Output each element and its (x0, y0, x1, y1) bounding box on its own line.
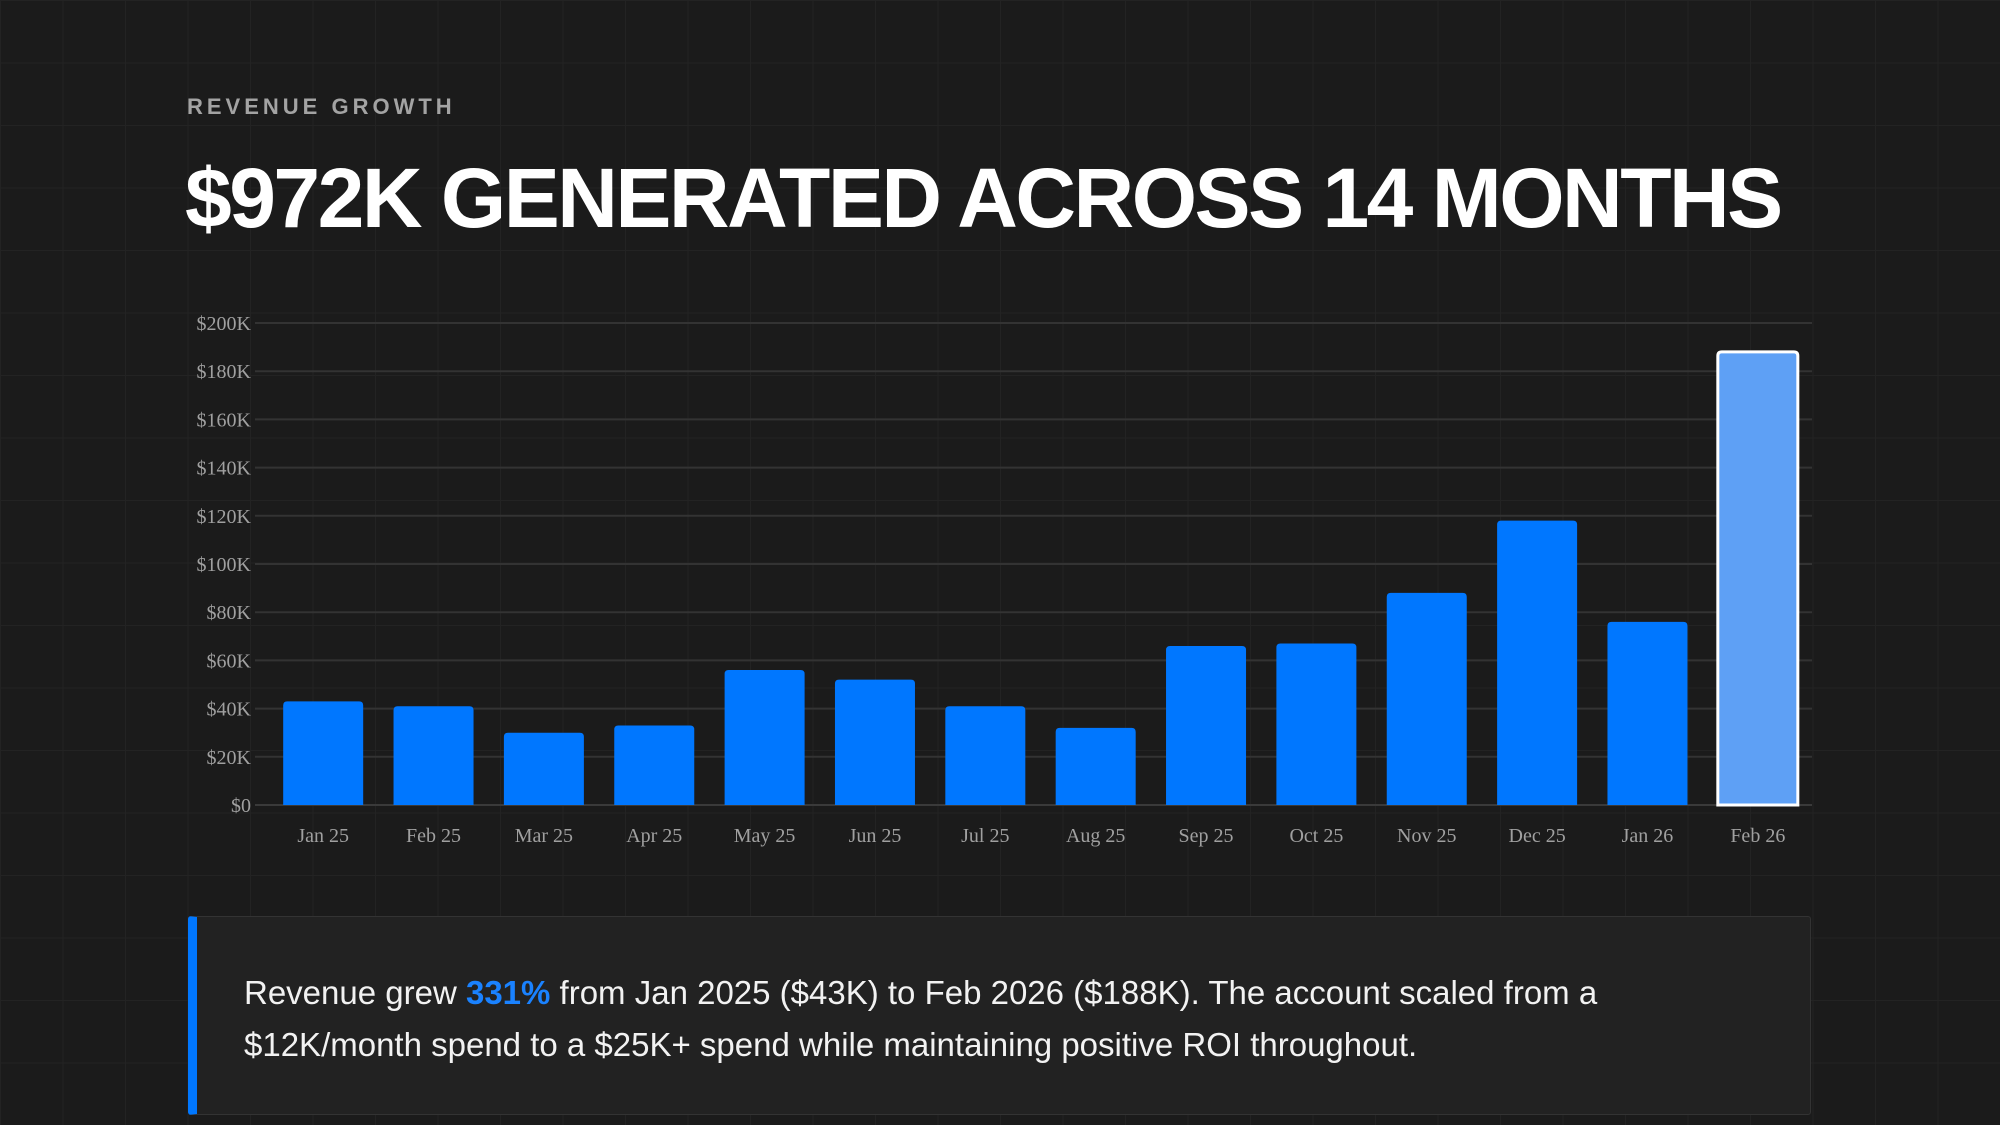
x-tick-label: Oct 25 (1289, 825, 1343, 847)
revenue-bar-chart: $0 $20K $40K $60K $80K $100K $120K $140K $160K $1… (197, 313, 1812, 847)
page-title: $972K GENERATED ACROSS 14 MONTHS (185, 151, 1783, 245)
bar-aug-25 (1055, 727, 1136, 805)
x-tick-label: Jan 26 (1622, 825, 1674, 847)
bar-mar-25 (503, 732, 584, 805)
y-tick-label: $60K (207, 650, 252, 672)
bar-feb-26 (1716, 350, 1800, 807)
bar-sep-25 (1166, 645, 1247, 805)
callout-text-before: Revenue grew (244, 974, 466, 1011)
summary-callout: Revenue grew 331% from Jan 2025 ($43K) t… (188, 916, 1811, 1115)
x-tick-label: May 25 (734, 825, 796, 847)
x-tick-label: Feb 26 (1730, 825, 1785, 847)
growth-percent: 331% (465, 974, 551, 1011)
bar-nov-25 (1386, 592, 1467, 805)
x-tick-label: Jan 25 (297, 825, 349, 847)
y-tick-label: $140K (197, 458, 252, 480)
x-tick-label: Apr 25 (626, 825, 682, 847)
bar-oct-25 (1276, 643, 1357, 805)
bar-jan-26 (1607, 621, 1688, 805)
x-tick-label: Aug 25 (1066, 825, 1125, 847)
x-tick-label: Dec 25 (1509, 825, 1566, 847)
x-tick-label: Feb 25 (406, 825, 461, 847)
x-tick-label: Nov 25 (1397, 825, 1456, 847)
bar-may-25 (724, 670, 805, 805)
bar-jan-25 (283, 701, 364, 805)
callout-text-after: from Jan 2025 ($43K) to Feb 2026 ($188K)… (244, 974, 1598, 1063)
bar-jul-25 (945, 706, 1026, 805)
y-tick-label: $120K (197, 506, 252, 528)
y-tick-label: $20K (207, 747, 252, 769)
y-tick-label: $40K (207, 699, 252, 721)
y-tick-label: $200K (197, 313, 252, 335)
x-tick-label: Jul 25 (961, 825, 1009, 847)
y-tick-label: $160K (197, 409, 252, 431)
bar-apr-25 (614, 725, 695, 805)
y-tick-label: $80K (207, 602, 252, 624)
y-tick-label: $100K (197, 554, 252, 576)
x-tick-label: Sep 25 (1179, 825, 1234, 847)
callout-text: Revenue grew 331% from Jan 2025 ($43K) t… (244, 967, 1784, 1071)
x-tick-label: Jun 25 (849, 825, 902, 847)
bar-feb-25 (393, 706, 474, 805)
y-tick-label: $180K (197, 361, 252, 383)
bar-jun-25 (834, 679, 915, 805)
y-tick-label: $0 (231, 795, 251, 817)
section-eyebrow: REVENUE GROWTH (187, 94, 456, 119)
bar-dec-25 (1497, 520, 1578, 805)
x-tick-label: Mar 25 (515, 825, 573, 847)
